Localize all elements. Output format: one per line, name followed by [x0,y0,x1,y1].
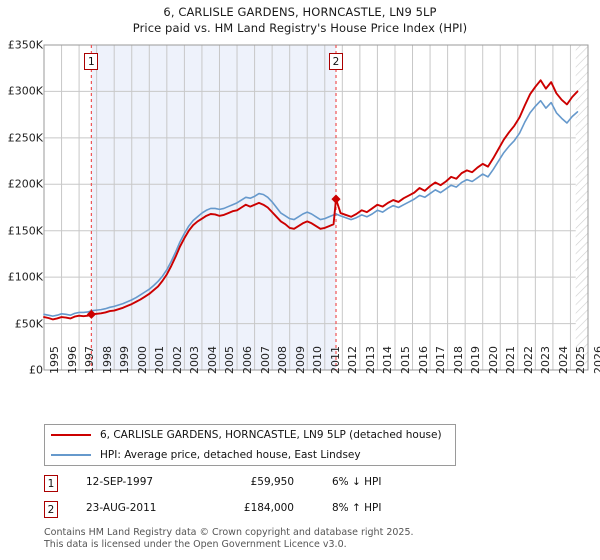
transaction-hpi-delta: 6% ↓ HPI [332,476,382,488]
x-axis-tick-label: 2021 [504,346,518,374]
x-axis-tick-label: 2018 [451,346,465,374]
x-axis-tick-label: 2020 [486,346,500,374]
x-axis-tick-label: 2002 [170,346,184,374]
transaction-index-badge: 2 [44,501,58,518]
transaction-hpi-delta: 8% ↑ HPI [332,502,382,514]
legend-swatch-price-paid [51,434,91,436]
x-axis-tick-label: 2012 [346,346,360,374]
x-axis-tick-label: 2010 [311,346,325,374]
legend-label-hpi: HPI: Average price, detached house, East… [100,449,361,461]
transaction-date: 12-SEP-1997 [86,476,154,488]
x-axis-tick-label: 1997 [83,346,97,374]
x-axis-tick-label: 2014 [381,346,395,374]
copyright-footer: Contains HM Land Registry data © Crown c… [44,527,584,550]
legend-item-hpi: HPI: Average price, detached house, East… [45,445,455,465]
transactions-table: 1 12-SEP-1997 £59,950 6% ↓ HPI 2 23-AUG-… [44,473,474,525]
x-axis-tick-label: 2026 [592,346,600,374]
y-axis-tick-label: £250K [7,131,43,145]
transaction-date: 23-AUG-2011 [86,502,157,514]
y-axis-tick-label: £300K [7,84,43,98]
x-axis-tick-label: 2016 [416,346,430,374]
y-axis-tick-label: £350K [7,38,43,52]
x-axis-tick-label: 2011 [328,346,342,374]
x-axis-tick-label: 2001 [153,346,167,374]
x-axis-tick-label: 2015 [398,346,412,374]
table-row: 1 12-SEP-1997 £59,950 6% ↓ HPI [44,473,474,499]
x-axis-tick-label: 1998 [100,346,114,374]
x-axis-tick-label: 2025 [574,346,588,374]
transaction-price: £184,000 [243,502,294,514]
chart-sale-marker-badge: 1 [84,53,99,70]
y-axis-tick-label: £200K [7,177,43,191]
x-axis-tick-label: 2006 [241,346,255,374]
x-axis-tick-label: 2004 [205,346,219,374]
legend-swatch-hpi [51,454,91,456]
x-axis-tick-label: 1999 [118,346,132,374]
transaction-price: £59,950 [250,476,294,488]
chart-sale-marker-badge: 2 [329,53,343,70]
x-axis-tick-label: 2003 [188,346,202,374]
x-axis-tick-label: 2024 [556,346,570,374]
x-axis-tick-label: 1996 [65,346,79,374]
x-axis-tick-label: 2009 [293,346,307,374]
x-axis-tick-label: 2007 [258,346,272,374]
y-axis-tick-label: £0 [29,363,43,377]
y-axis-tick-label: £100K [7,270,43,284]
x-axis-tick-label: 2022 [521,346,535,374]
footer-line-1: Contains HM Land Registry data © Crown c… [44,527,414,538]
title-line-1: 6, CARLISLE GARDENS, HORNCASTLE, LN9 5LP [163,5,437,19]
x-axis-tick-label: 2017 [434,346,448,374]
legend-label-price-paid: 6, CARLISLE GARDENS, HORNCASTLE, LN9 5LP… [100,429,442,441]
transaction-index-badge: 1 [44,475,58,492]
x-axis-tick-label: 2013 [363,346,377,374]
y-axis-tick-label: £150K [7,224,43,238]
x-axis-tick-label: 2005 [223,346,237,374]
x-axis-tick-label: 2019 [469,346,483,374]
x-axis-tick-label: 2023 [539,346,553,374]
x-axis-tick-label: 1995 [48,346,61,374]
x-axis-tick-label: 2008 [276,346,290,374]
page-title: 6, CARLISLE GARDENS, HORNCASTLE, LN9 5LP… [0,4,600,36]
y-axis-tick-label: £50K [14,317,43,331]
chart-svg [43,44,589,371]
legend-item-price-paid: 6, CARLISLE GARDENS, HORNCASTLE, LN9 5LP… [45,425,455,445]
footer-line-2: This data is licensed under the Open Gov… [44,538,347,550]
title-line-2: Price paid vs. HM Land Registry's House … [132,21,468,35]
table-row: 2 23-AUG-2011 £184,000 8% ↑ HPI [44,499,474,525]
chart-plot-area: £0 £50K £100K £150K £200K £250K £300K £350K 1995… [0,38,600,380]
chart-legend: 6, CARLISLE GARDENS, HORNCASTLE, LN9 5LP… [44,424,456,466]
x-axis-tick-label: 2000 [135,346,149,374]
